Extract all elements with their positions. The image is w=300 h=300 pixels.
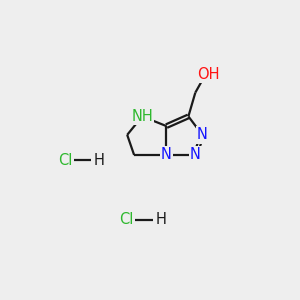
Text: H: H: [94, 153, 105, 168]
Text: H: H: [155, 212, 166, 227]
Text: Cl: Cl: [119, 212, 133, 227]
Text: N: N: [190, 148, 201, 163]
Text: OH: OH: [197, 67, 219, 82]
Text: Cl: Cl: [58, 153, 72, 168]
Text: N: N: [197, 128, 208, 142]
Text: NH: NH: [131, 109, 153, 124]
Text: N: N: [161, 148, 172, 163]
